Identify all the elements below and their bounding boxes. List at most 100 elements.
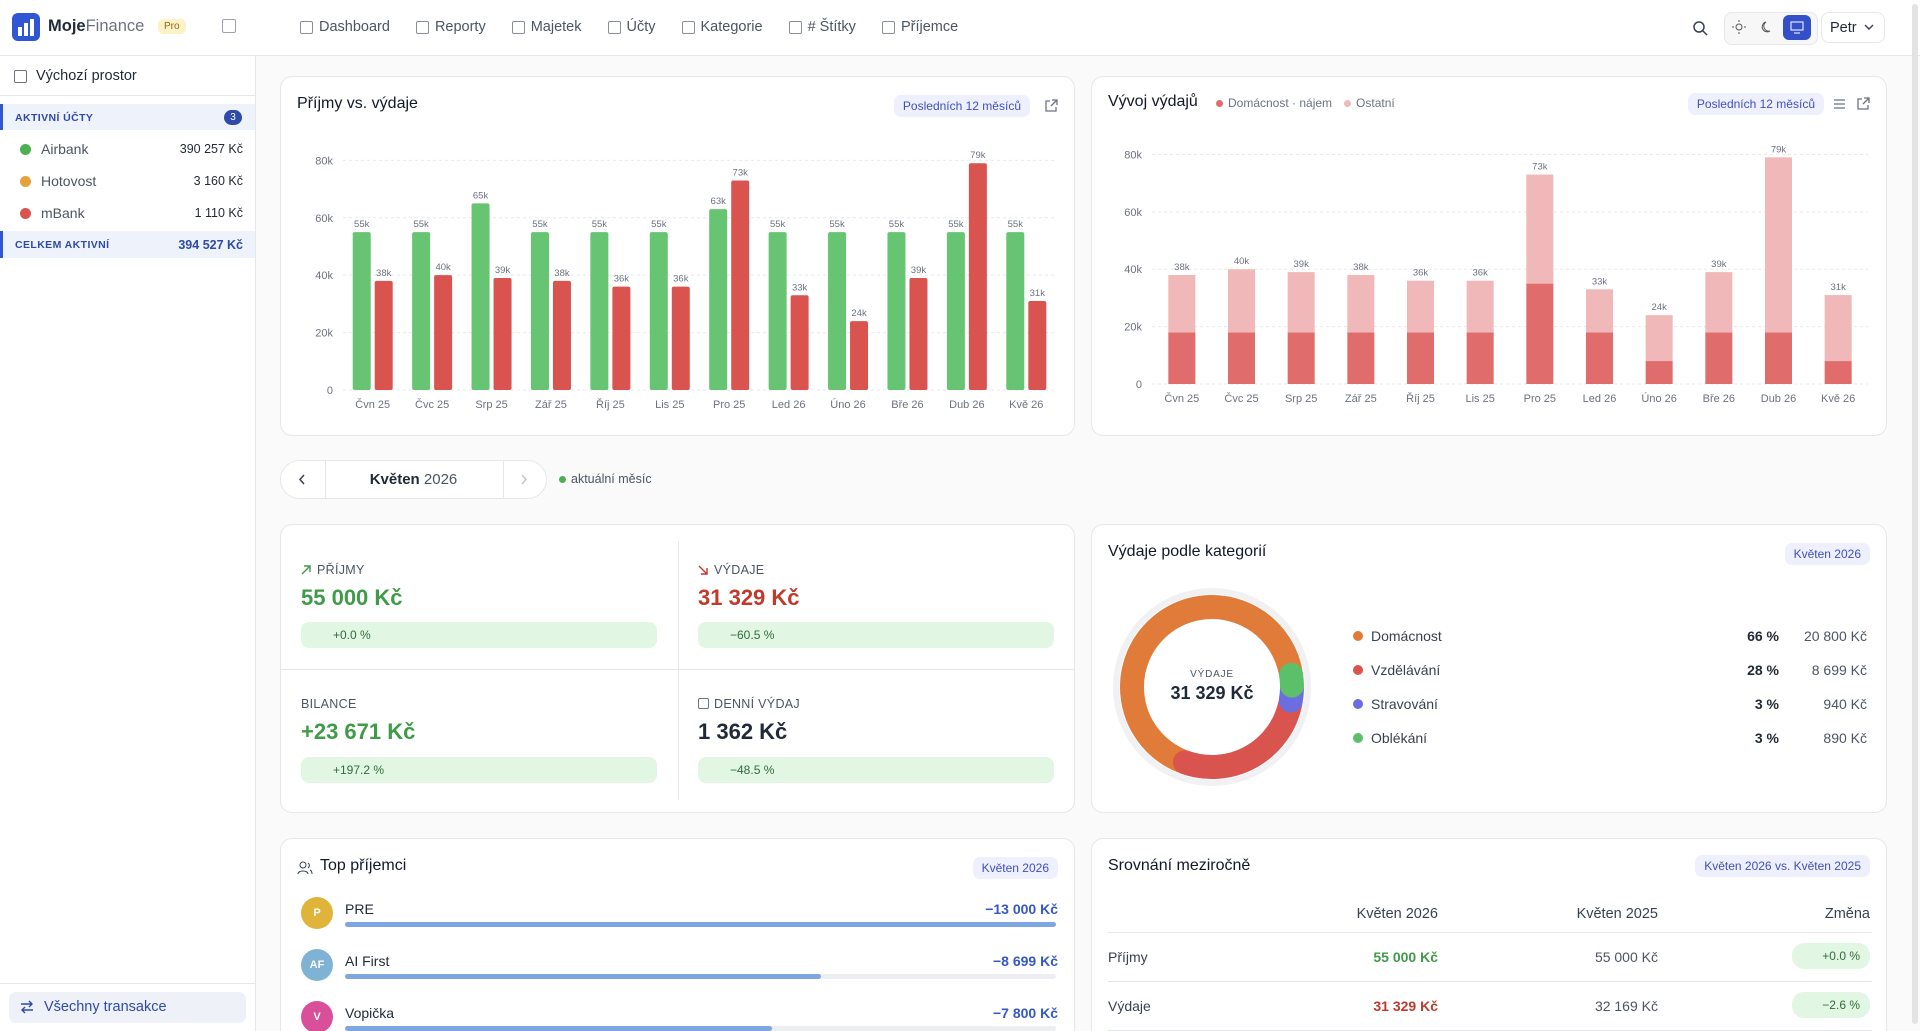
kpi-label: DENNÍ VÝDAJ (714, 697, 800, 711)
bar (530, 232, 549, 390)
recipient-name[interactable]: AI First (345, 953, 390, 969)
open-button[interactable] (1857, 97, 1870, 110)
account-row[interactable]: Hotovost 3 160 Kč (0, 166, 255, 196)
bar (1006, 232, 1025, 390)
plan-badge: Pro (158, 19, 186, 34)
total-label: 38k (1353, 262, 1369, 273)
bar-segment (1466, 332, 1494, 384)
user-menu[interactable] (1821, 12, 1885, 43)
bar-segment (1824, 295, 1852, 362)
value-label: 36k (673, 274, 689, 285)
y-tick-label: 80k (315, 155, 333, 167)
account-row[interactable]: Airbank 390 257 Kč (0, 134, 255, 164)
next-month[interactable] (520, 474, 528, 485)
x-tick-label: Pro 25 (713, 399, 745, 411)
bar-segment (1407, 332, 1434, 384)
recipient-name[interactable]: PRE (345, 901, 374, 917)
total-label: 31k (1831, 282, 1847, 293)
x-tick-label: Pro 25 (1524, 393, 1556, 405)
kpi-value: 31 329 Kč (698, 585, 800, 610)
bar-segment (1466, 280, 1494, 333)
change-pill: −2.6 % (1792, 992, 1870, 1018)
nav-item[interactable]: Reporty (415, 19, 486, 35)
search-button[interactable] (1692, 20, 1708, 36)
kpi-change: +197.2 % (301, 757, 657, 783)
account-row[interactable]: mBank 1 110 Kč (0, 198, 255, 228)
light-theme-button[interactable] (1732, 20, 1746, 34)
all-transactions-button[interactable] (9, 992, 246, 1023)
open-button[interactable] (1045, 99, 1058, 112)
cell: 55 000 Kč (1594, 949, 1658, 965)
value-label: 55k (413, 219, 429, 230)
value-label: 79k (970, 150, 986, 161)
bar-segment (1645, 315, 1673, 362)
total-label: 24k (1652, 302, 1668, 313)
nav-item[interactable]: # Štítky (788, 19, 856, 35)
account-dot (20, 207, 31, 219)
bar (946, 232, 965, 390)
total-label: 38k (1174, 262, 1190, 273)
dark-theme-button[interactable] (1760, 20, 1774, 34)
nav-item[interactable]: Majetek (511, 19, 582, 35)
workspace[interactable]: Výchozí prostor (36, 68, 137, 84)
recipient-amount: −7 800 Kč (993, 1005, 1058, 1021)
nav-icon (788, 20, 802, 34)
total-label: 33k (1592, 276, 1608, 287)
collapse-button[interactable] (222, 19, 236, 33)
change-pill: +0.0 % (1792, 943, 1870, 969)
brand: MojeFinance (48, 17, 144, 36)
brand-main: Moje (48, 17, 86, 35)
value-label: 55k (829, 219, 845, 230)
nav-icon (511, 20, 525, 34)
expense-trend-card: 0 20k 40k 60k 80k Čvn 25 Čvc 25 Srp 25 Zář 25 Říj… (1091, 76, 1887, 436)
value-label: 55k (651, 219, 667, 230)
filter-button[interactable] (1833, 97, 1846, 110)
user-name[interactable]: Petr (1830, 20, 1857, 36)
x-tick-label: Úno 26 (1641, 392, 1676, 405)
accounts-count: 3 (224, 110, 242, 125)
month-label: Květen 2026 (325, 471, 502, 488)
x-tick-label: Dub 26 (949, 399, 984, 411)
x-tick-label: Kvě 26 (1821, 393, 1855, 405)
nav-icon (415, 20, 429, 34)
bar (590, 232, 609, 390)
value-label: 63k (711, 196, 727, 207)
legend-share: 28 % (1747, 662, 1779, 678)
kpi-label: BILANCE (301, 697, 357, 711)
card-title: Srovnání meziročně (1108, 857, 1251, 874)
system-theme-button[interactable] (1783, 15, 1811, 40)
nav-item[interactable]: Příjemce (881, 19, 958, 35)
bar (1028, 301, 1047, 390)
total-label: 73k (1532, 162, 1548, 173)
previous-month[interactable] (298, 474, 306, 485)
recipients-icon (297, 861, 313, 875)
kpi-change: −60.5 % (698, 622, 1054, 648)
kpi-change: −48.5 % (698, 757, 1054, 783)
legend-share: 66 % (1747, 628, 1779, 644)
kpi-icon (301, 565, 311, 575)
user-chevron (1864, 24, 1874, 30)
nav-item[interactable]: Účty (607, 19, 656, 35)
x-tick-label: Říj 25 (596, 398, 625, 411)
kpi-label: PŘÍJMY (317, 563, 365, 577)
value-label: 40k (435, 262, 451, 273)
bar-segment (1347, 332, 1375, 384)
logo (12, 13, 40, 41)
period-badge: Posledních 12 měsíců (893, 95, 1030, 117)
nav-item[interactable]: Dashboard (300, 19, 390, 35)
donut-segment (1279, 662, 1304, 698)
bar-segment (1765, 157, 1792, 333)
expense-trend-chart: 0 20k 40k 60k 80k Čvn 25 Čvc 25 Srp 25 Zář 25 Říj… (1124, 144, 1868, 405)
x-tick-label: Srp 25 (475, 399, 507, 411)
month-name: Květen (369, 471, 420, 488)
kpi-icon (698, 565, 708, 575)
brand-accent: Finance (85, 17, 145, 35)
nav-item[interactable]: Kategorie (681, 19, 763, 35)
recipient-name[interactable]: Vopička (345, 1005, 395, 1021)
cell: 32 169 Kč (1594, 998, 1658, 1014)
chart-title: Vývoj výdajů (1108, 93, 1198, 110)
account-name: mBank (41, 205, 85, 221)
nav-label: Reporty (434, 19, 486, 35)
all-transactions[interactable]: Všechny transakce (44, 999, 167, 1015)
bar (352, 232, 371, 390)
